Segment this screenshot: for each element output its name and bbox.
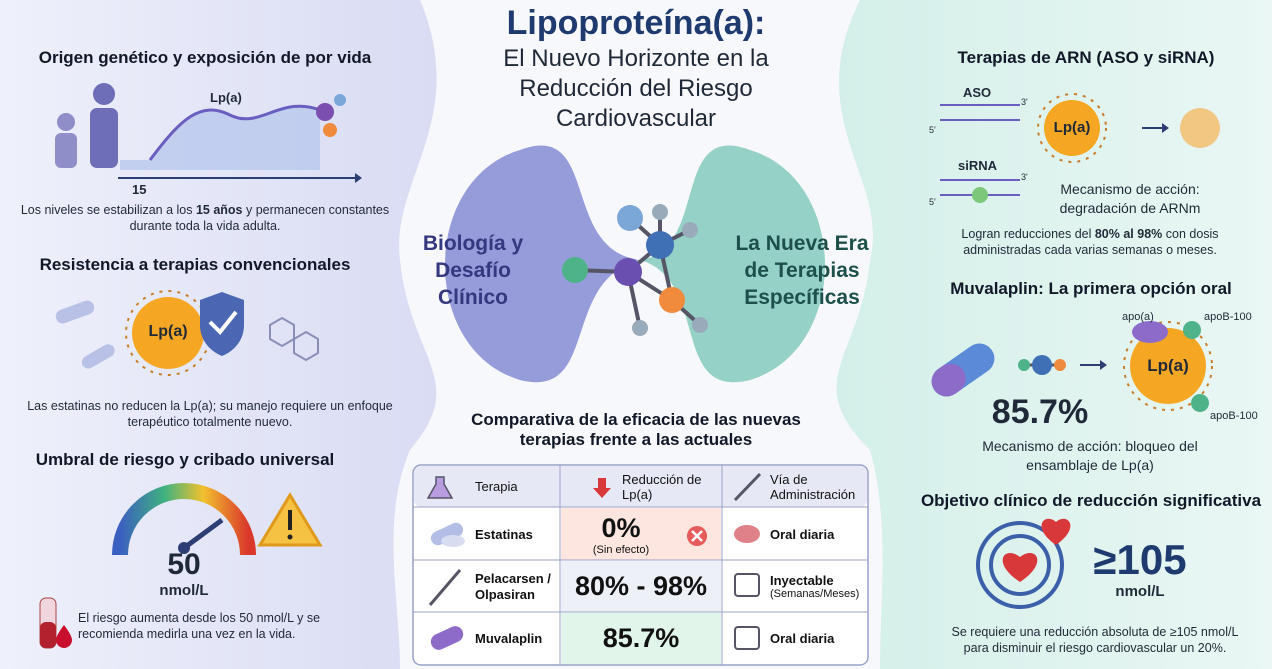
section-title: Muvalaplin: La primera opción oral [950,279,1232,298]
text: Los niveles se estabilizan a los [20,203,196,217]
section-title: Resistencia a terapias convencionales [39,255,351,274]
section-text: Las estatinas no reducen la Lp(a); su ma… [27,399,393,429]
text-bold: 80% al 98% [1094,227,1163,241]
text: Logran reducciones del [961,227,1095,241]
subtitle: El Nuevo Horizonte en la Reducción del R… [503,45,769,132]
therapy: Muvalaplin [475,631,543,646]
text-bold: 15 años [195,203,243,217]
route: Oral diaria [770,631,835,646]
protein-label: apoB-100 [1210,410,1258,422]
reduction: 80% - 98% [574,571,708,601]
column-header: Vía de Administración [770,471,856,502]
left-theme: Biología y Desafío Clínico [422,232,524,309]
target-unit: nmol/L [1115,583,1165,600]
particle-label: Lp(a) [1147,356,1189,375]
gauge-unit: nmol/L [159,582,209,599]
mechanism: Mecanismo de acción: bloqueo del ensambl… [982,438,1198,473]
title: Lipoproteína(a): [506,4,766,42]
strand-end: 5' [929,197,936,207]
chart-label: Lp(a) [210,90,242,105]
target-value: ≥105 [1093,536,1187,583]
section-title: Umbral de riesgo y cribado universal [35,450,335,469]
route: Inyectable [770,573,834,588]
section-text: Se requiere una reducción absoluta de ≥1… [951,625,1239,655]
gauge-value: 50 [167,548,201,581]
key-value: 85.7% [991,393,1089,431]
section-title: Terapias de ARN (ASO y siRNA) [957,48,1215,67]
section-text: El riesgo aumenta desde los 50 nmol/L y … [78,611,321,641]
axis-label: 15 [132,182,147,197]
strand-end: 3' [1021,97,1028,107]
protein-label: apoB-100 [1204,311,1252,323]
therapy: Estatinas [475,526,533,542]
reduction-cell: 0% (Sin efecto) [561,508,681,560]
particle-label: Lp(a) [1053,119,1091,136]
route-note: (Semanas/Meses) [770,588,860,600]
reduction: 0% [601,512,641,543]
right-theme: La Nueva Era de Terapias Específicas [735,232,869,309]
reduction-note: (Sin efecto) [592,543,650,556]
section-text: Los niveles se estabilizan a los 15 años… [20,202,390,234]
particle-label: Lp(a) [148,323,188,340]
diagram-label: siRNA [958,158,998,173]
protein-label: apo(a) [1122,311,1154,323]
table-title: Comparativa de la eficacia de las nuevas… [471,410,801,449]
section-title: Objetivo clínico de reducción significat… [920,491,1262,510]
therapy: Pelacarsen / Olpasiran [475,570,551,602]
strand-end: 5' [929,125,936,135]
route: Oral diaria [770,526,835,542]
column-header: Terapia [475,479,518,494]
mechanism: Mecanismo de acción: degradación de ARNm [1059,181,1201,216]
strand-end: 3' [1021,172,1028,182]
reduction: 85.7% [602,623,680,653]
column-header: Reducción de Lp(a) [622,471,702,502]
section-title: Origen genético y exposición de por vida [38,48,372,67]
text: y permanecen constantes durante toda la … [129,203,390,233]
section-text: Logran reducciones del 80% al 98% con do… [940,226,1240,258]
text: con dosis administradas cada varias sema… [963,227,1219,257]
diagram-label: ASO [963,85,992,100]
